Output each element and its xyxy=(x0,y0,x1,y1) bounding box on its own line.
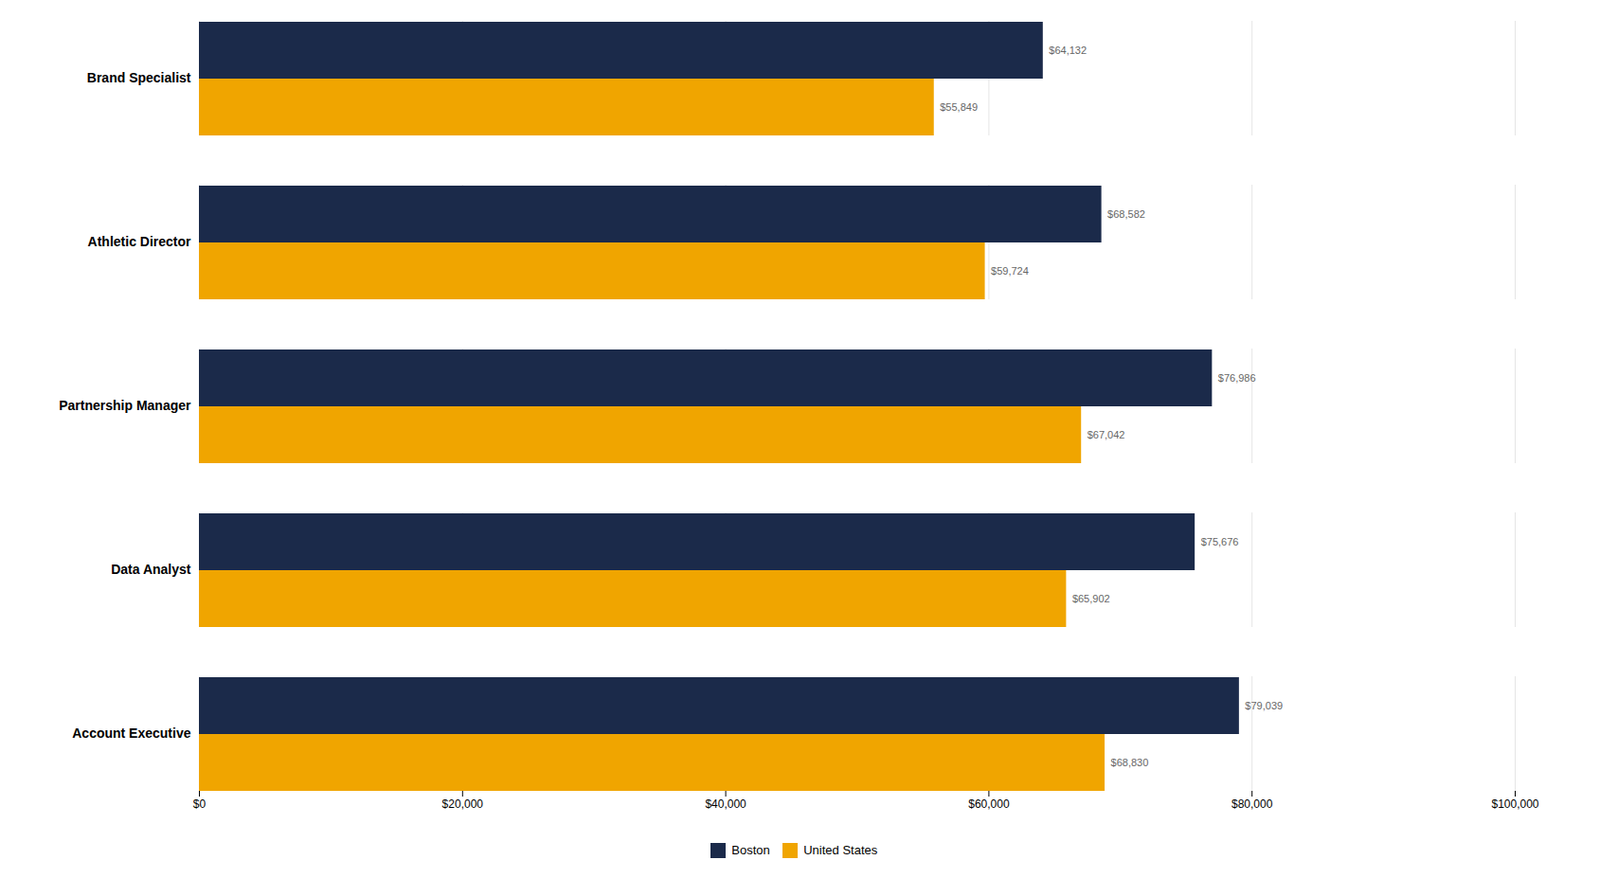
html-text:Boston: Boston xyxy=(731,843,770,858)
svg-text:$0: $0 xyxy=(193,797,207,811)
svg-text:$60,000: $60,000 xyxy=(968,797,1010,811)
svg-text:$67,042: $67,042 xyxy=(1087,429,1126,441)
svg-text:Brand Specialist: Brand Specialist xyxy=(87,70,192,86)
svg-text:Partnership Manager: Partnership Manager xyxy=(58,397,192,414)
svg-text:$59,724: $59,724 xyxy=(990,265,1029,277)
svg-text:$100,000: $100,000 xyxy=(1491,797,1539,811)
svg-text:$68,582: $68,582 xyxy=(1107,208,1146,220)
svg-text:$75,676: $75,676 xyxy=(1201,536,1240,548)
html-text:United States: United States xyxy=(803,843,878,858)
svg-text:$20,000: $20,000 xyxy=(442,797,485,811)
svg-text:$76,986: $76,986 xyxy=(1218,372,1257,384)
svg-text:Data Analyst: Data Analyst xyxy=(110,561,192,577)
svg-text:$64,132: $64,132 xyxy=(1048,44,1087,56)
svg-text:$55,849: $55,849 xyxy=(939,101,978,113)
svg-text:$80,000: $80,000 xyxy=(1231,797,1274,811)
svg-text:$65,902: $65,902 xyxy=(1072,593,1111,605)
svg-text:$40,000: $40,000 xyxy=(704,797,747,811)
svg-text:Athletic Director: Athletic Director xyxy=(88,233,192,250)
svg-text:Account Executive: Account Executive xyxy=(71,725,191,741)
svg-text:$79,039: $79,039 xyxy=(1244,700,1283,712)
svg-text:$68,830: $68,830 xyxy=(1111,756,1150,769)
